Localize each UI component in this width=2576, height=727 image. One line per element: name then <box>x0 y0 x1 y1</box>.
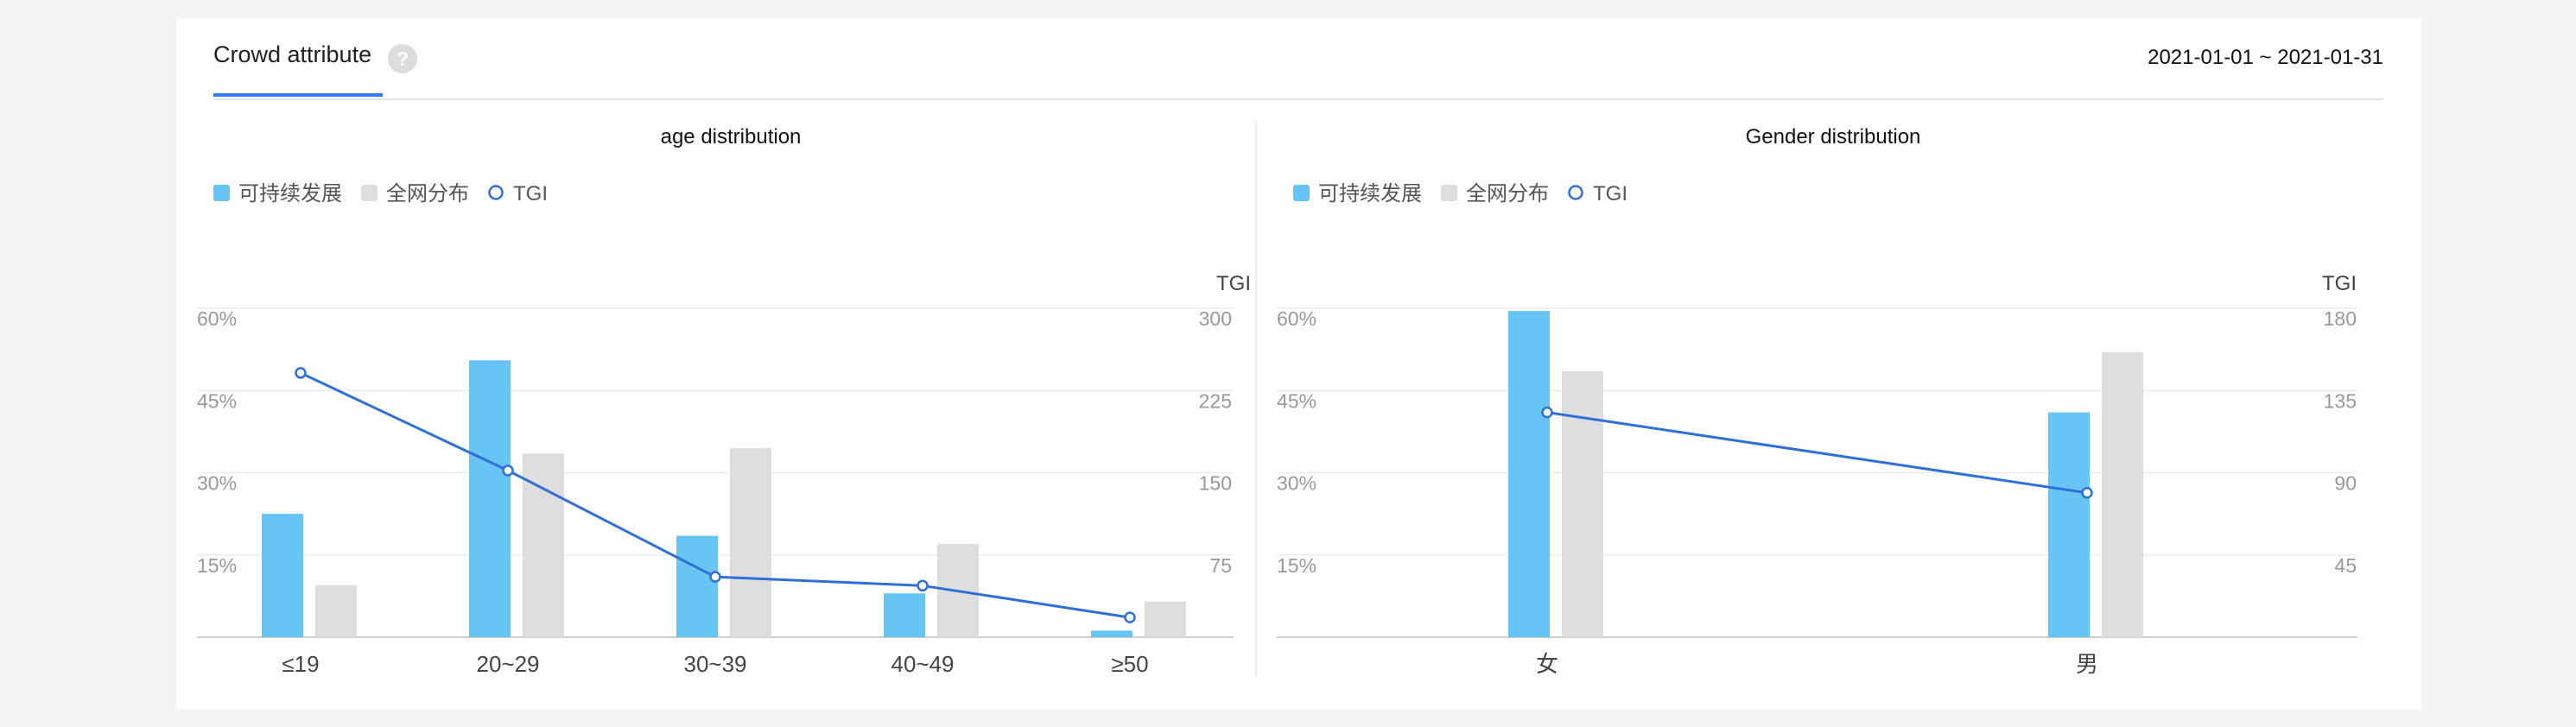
chart2-bar-baseline <box>2102 351 2143 637</box>
chart1-left-tick-label: 15% <box>197 554 237 577</box>
help-icon[interactable]: ? <box>388 44 417 73</box>
chart2-tgi-line <box>1546 411 2088 495</box>
chart2-x-tick-label: 男 <box>2076 651 2098 677</box>
chart1-right-axis-label: TGI <box>1216 272 1251 295</box>
chart2-left-tick-label: 45% <box>1277 389 1317 412</box>
chart1-legend-tgi-marker <box>488 185 504 200</box>
chart2-left-tick-label: 15% <box>1277 554 1317 577</box>
date-range[interactable]: 2021-01-01 ~ 2021-01-31 <box>2148 46 2383 69</box>
chart2-bar-baseline <box>1562 371 1603 637</box>
chart2-tgi-point <box>1541 406 1553 419</box>
chart1-tgi-point <box>295 367 307 379</box>
chart2-left-tick-label: 30% <box>1277 472 1317 495</box>
chart1-bar-primary <box>1091 630 1133 637</box>
chart1-bar-primary <box>469 360 511 637</box>
chart2-right-tick-label: 135 <box>2324 389 2357 412</box>
active-tab-indicator <box>213 93 383 97</box>
chart1-right-tick-label: 300 <box>1199 307 1232 330</box>
chart1-bar-baseline <box>523 453 564 637</box>
chart1-x-tick-label: 30~39 <box>683 651 746 677</box>
tab-crowd-attribute[interactable]: Crowd attribute <box>213 41 372 67</box>
panel-divider <box>1255 122 1257 677</box>
chart1-bar-baseline <box>730 447 771 637</box>
chart1-bar-primary <box>262 514 303 637</box>
chart1-tgi-point <box>1124 611 1136 623</box>
chart1-left-tick-label: 45% <box>197 389 237 412</box>
chart1-right-tick-label: 75 <box>1209 554 1232 577</box>
chart1-bar-baseline <box>315 585 357 637</box>
chart2-bar-primary <box>1508 311 1550 637</box>
chart2-bar-primary <box>2048 412 2090 637</box>
chart1-bar-primary <box>676 535 718 637</box>
chart2-legend-swatch-2 <box>1441 185 1457 201</box>
chart2-legend-label-1: 可持续发展 <box>1318 182 1422 205</box>
chart1-x-tick-label: 20~29 <box>476 651 539 677</box>
chart1-left-tick-label: 60% <box>197 307 237 330</box>
header-divider <box>213 98 2383 100</box>
chart2-title: Gender distribution <box>1746 125 1921 149</box>
chart1-left-tick-label: 30% <box>197 472 237 495</box>
chart2-right-tick-label: 90 <box>2334 472 2357 495</box>
chart1-legend-label-2: 全网分布 <box>386 182 469 205</box>
chart2-legend-label-2: 全网分布 <box>1466 182 1549 205</box>
chart2-legend-swatch-1 <box>1293 185 1310 201</box>
chart2-right-axis-label: TGI <box>2322 272 2357 295</box>
chart1-legend-swatch-2 <box>361 185 378 201</box>
chart1-right-tick-label: 225 <box>1199 389 1232 412</box>
chart1-title: age distribution <box>661 125 802 149</box>
chart1-right-tick-label: 150 <box>1199 472 1232 495</box>
chart1-bar-baseline <box>1145 601 1186 637</box>
chart2-tgi-point <box>2081 487 2093 499</box>
chart1-legend-label-1: 可持续发展 <box>238 182 342 205</box>
chart2-legend-tgi-marker <box>1568 185 1583 200</box>
chart1-bar-primary <box>884 593 925 637</box>
chart2-legend-label-3: TGI <box>1593 182 1627 205</box>
chart2-right-tick-label: 180 <box>2324 307 2357 330</box>
chart1-x-tick-label: 40~49 <box>891 651 954 677</box>
chart2-left-tick-label: 60% <box>1277 307 1317 330</box>
chart2-right-tick-label: 45 <box>2334 554 2357 577</box>
chart1-legend-swatch-1 <box>213 185 230 201</box>
chart1-legend-label-3: TGI <box>513 182 548 205</box>
chart1-x-tick-label: ≤19 <box>282 651 319 677</box>
chart1-x-tick-label: ≥50 <box>1111 651 1148 677</box>
chart1-tgi-point <box>709 571 721 583</box>
chart2-x-tick-label: 女 <box>1536 651 1558 677</box>
chart1-tgi-point <box>502 465 514 477</box>
chart1-tgi-point <box>917 579 929 592</box>
